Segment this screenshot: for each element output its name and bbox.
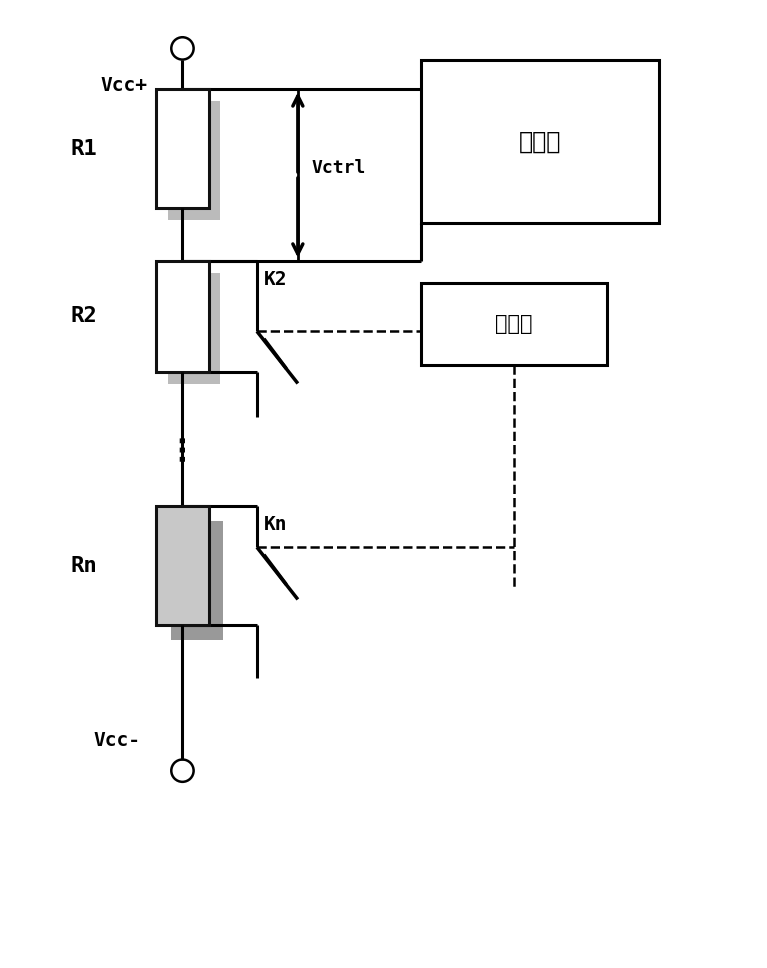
Text: ⋯: ⋯ <box>169 433 196 461</box>
Text: 控制器: 控制器 <box>495 314 532 334</box>
Bar <box>168 273 220 384</box>
Bar <box>421 60 659 224</box>
Text: R1: R1 <box>71 139 97 159</box>
Text: K2: K2 <box>265 270 288 288</box>
Bar <box>421 283 607 365</box>
Text: R2: R2 <box>71 307 97 326</box>
Bar <box>171 521 223 641</box>
Text: 变频器: 变频器 <box>518 130 561 154</box>
Text: Vcc-: Vcc- <box>93 732 140 750</box>
Bar <box>168 102 220 221</box>
Text: Vctrl: Vctrl <box>311 159 366 176</box>
Bar <box>156 89 209 208</box>
Bar <box>156 506 209 625</box>
Text: Rn: Rn <box>71 556 97 576</box>
Text: Vcc+: Vcc+ <box>100 76 147 95</box>
Text: Kn: Kn <box>265 515 288 534</box>
Bar <box>156 260 209 373</box>
